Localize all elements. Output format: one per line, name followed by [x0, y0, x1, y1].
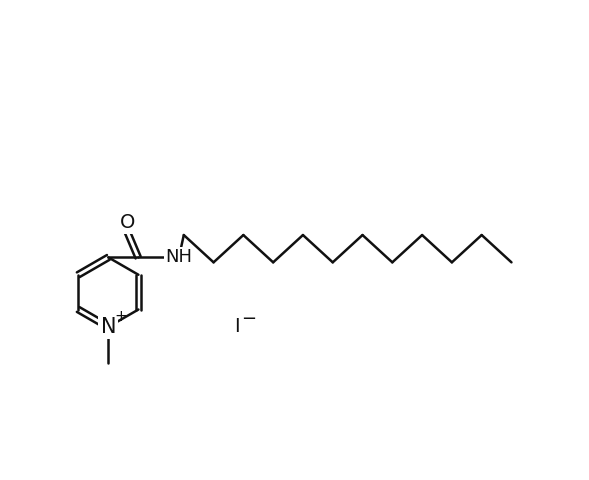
Text: +: + [115, 310, 128, 324]
Text: I: I [234, 317, 240, 336]
Text: NH: NH [166, 248, 193, 266]
Text: N: N [101, 317, 116, 337]
Text: −: − [241, 311, 256, 328]
Text: O: O [120, 213, 135, 232]
